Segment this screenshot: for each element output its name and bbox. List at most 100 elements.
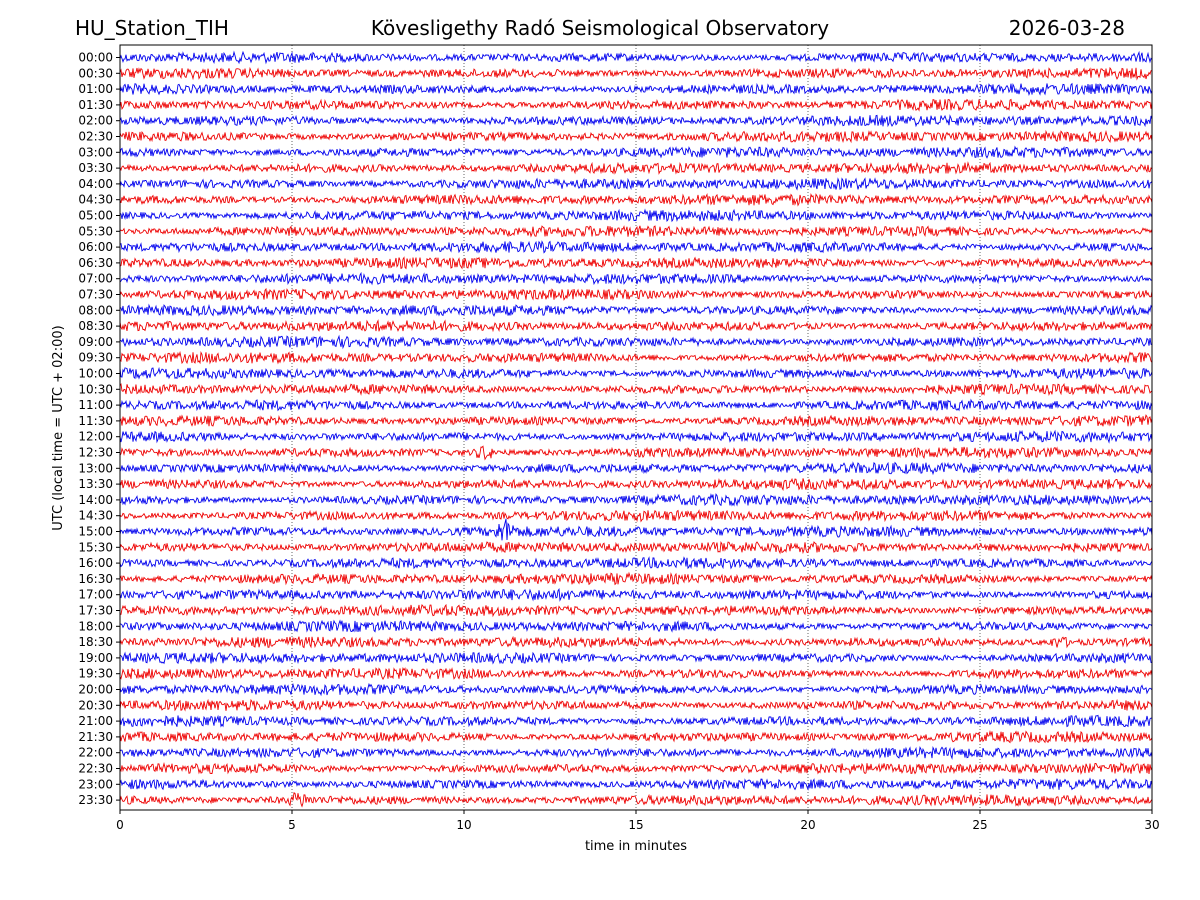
y-tick-label: 05:30 (78, 224, 113, 238)
y-tick-label: 23:00 (78, 777, 113, 791)
seismic-trace-1630 (119, 571, 1153, 586)
y-tick-label: 06:30 (78, 256, 113, 270)
y-tick-label: 06:00 (78, 240, 113, 254)
seismic-trace-2200 (119, 746, 1153, 760)
y-tick-label: 21:30 (78, 730, 113, 744)
seismic-trace-1130 (119, 414, 1153, 428)
seismic-trace-2000 (119, 682, 1153, 697)
seismic-trace-1900 (119, 651, 1153, 665)
y-tick-label: 04:30 (78, 193, 113, 207)
seismic-trace-0800 (119, 303, 1153, 317)
x-axis-label: time in minutes (585, 839, 687, 854)
seismic-trace-1830 (119, 635, 1153, 649)
seismic-trace-0830 (119, 319, 1153, 333)
station-name: HU_Station_TIH (75, 16, 229, 40)
seismic-trace-0000 (119, 50, 1153, 65)
seismic-trace-2130 (119, 729, 1153, 744)
y-tick-label: 07:00 (78, 272, 113, 286)
seismic-trace-1730 (119, 603, 1153, 618)
seismic-trace-0900 (119, 334, 1153, 350)
y-tick-label: 01:30 (78, 98, 113, 112)
x-tick-labels: 0 5 10 15 20 25 30 (116, 810, 1160, 832)
y-tick-label: 23:30 (78, 793, 113, 807)
trace-group (119, 50, 1153, 808)
y-tick-label: 13:00 (78, 461, 113, 475)
seismic-trace-1800 (119, 619, 1153, 633)
y-tick-label: 11:30 (78, 414, 113, 428)
seismic-trace-1300 (119, 461, 1153, 476)
seismic-trace-0930 (119, 350, 1153, 365)
y-tick-label: 18:00 (78, 619, 113, 633)
y-tick-label: 11:00 (78, 398, 113, 412)
y-tick-label: 04:00 (78, 177, 113, 191)
seismic-trace-2330 (119, 792, 1153, 808)
seismic-trace-0200 (119, 114, 1153, 128)
x-tick-label: 0 (116, 818, 124, 832)
y-tick-label: 07:30 (78, 288, 113, 302)
seismic-trace-0530 (119, 225, 1153, 238)
plot-frame (119, 44, 1153, 811)
chart-title: Kövesligethy Radó Seismological Observat… (371, 16, 829, 40)
x-tick-label: 20 (800, 818, 815, 832)
y-tick-label: 22:00 (78, 746, 113, 760)
y-tick-label: 18:30 (78, 635, 113, 649)
seismic-trace-1100 (119, 398, 1153, 412)
seismic-trace-1530 (119, 540, 1153, 555)
y-tick-label: 14:30 (78, 509, 113, 523)
y-tick-label: 16:30 (78, 572, 113, 586)
seismic-trace-1930 (119, 666, 1153, 681)
y-axis-label: UTC (local time = UTC + 02:00) (51, 325, 66, 530)
seismic-trace-0300 (119, 145, 1153, 159)
y-tick-label: 13:30 (78, 477, 113, 491)
y-tick-label: 00:30 (78, 66, 113, 80)
seismic-trace-1030 (119, 382, 1153, 396)
seismic-trace-0700 (119, 271, 1153, 286)
seismic-trace-1430 (119, 509, 1153, 523)
seismic-trace-2030 (119, 698, 1153, 712)
y-tick-label: 12:00 (78, 430, 113, 444)
y-tick-label: 05:00 (78, 209, 113, 223)
y-tick-label: 14:00 (78, 493, 113, 507)
y-tick-label: 09:30 (78, 351, 113, 365)
y-tick-label: 03:00 (78, 145, 113, 159)
y-tick-label: 20:30 (78, 698, 113, 712)
x-tick-label: 30 (1144, 818, 1159, 832)
y-tick-label: 19:00 (78, 651, 113, 665)
seismic-trace-1200 (119, 429, 1153, 444)
y-tick-label: 08:00 (78, 303, 113, 317)
y-tick-label: 17:00 (78, 588, 113, 602)
x-tick-label: 15 (628, 818, 643, 832)
chart-date: 2026-03-28 (1009, 16, 1125, 40)
y-tick-label: 22:30 (78, 762, 113, 776)
y-tick-label: 20:00 (78, 683, 113, 697)
x-tick-label: 10 (456, 818, 471, 832)
seismic-trace-0500 (119, 208, 1153, 223)
y-tick-label: 10:30 (78, 382, 113, 396)
seismic-trace-1230 (119, 445, 1153, 461)
y-tick-label: 21:00 (78, 714, 113, 728)
y-tick-label: 02:30 (78, 130, 113, 144)
seismic-trace-1330 (119, 477, 1153, 492)
y-tick-label: 00:00 (78, 51, 113, 65)
seismic-trace-1700 (119, 588, 1153, 602)
seismic-trace-1000 (119, 366, 1153, 380)
y-tick-label: 09:00 (78, 335, 113, 349)
y-tick-label: 19:30 (78, 667, 113, 681)
seismic-trace-0130 (119, 98, 1153, 112)
seismic-trace-0730 (119, 287, 1153, 301)
seismic-trace-0030 (119, 66, 1153, 81)
grid-lines (291, 45, 981, 810)
y-tick-label: 03:30 (78, 161, 113, 175)
y-tick-label: 15:30 (78, 540, 113, 554)
seismic-trace-0630 (119, 256, 1153, 270)
seismic-trace-0330 (119, 161, 1153, 175)
y-tick-label: 02:00 (78, 114, 113, 128)
seismic-trace-1500 (119, 518, 1153, 541)
seismic-trace-2230 (119, 761, 1153, 775)
seismic-trace-0430 (119, 193, 1153, 207)
y-tick-label: 15:00 (78, 525, 113, 539)
seismic-trace-0230 (119, 129, 1153, 144)
x-tick-label: 25 (972, 818, 987, 832)
